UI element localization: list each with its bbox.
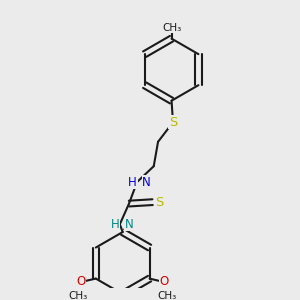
Text: S: S: [155, 196, 163, 208]
Text: CH₃: CH₃: [68, 291, 88, 300]
Text: O: O: [159, 275, 169, 288]
Text: CH₃: CH₃: [157, 291, 176, 300]
Text: H: H: [128, 176, 137, 188]
Text: S: S: [169, 116, 177, 129]
Text: H: H: [111, 218, 120, 231]
Text: CH₃: CH₃: [162, 23, 181, 33]
Text: N: N: [142, 176, 151, 188]
Text: N: N: [125, 218, 134, 231]
Text: O: O: [76, 275, 86, 288]
